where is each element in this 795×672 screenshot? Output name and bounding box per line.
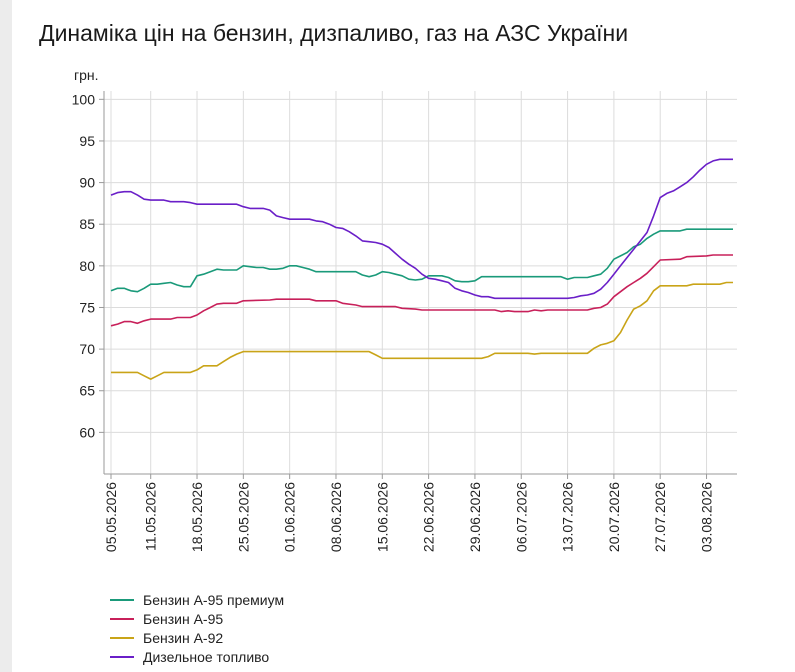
y-tick-label: 70	[79, 341, 95, 357]
x-tick-label: 20.07.2026	[606, 482, 622, 552]
legend-item-2: Бензин А-95	[110, 609, 284, 628]
legend-label: Бензин А-95 премиум	[143, 591, 285, 608]
x-tick-label: 06.07.2026	[513, 482, 529, 552]
plot-area	[104, 91, 737, 474]
legend-label: Дизельное топливо	[143, 648, 270, 665]
legend-swatch	[110, 598, 134, 601]
series-line-4	[110, 158, 733, 300]
legend-item-4: Дизельное топливо	[110, 647, 284, 666]
x-tick-label: 03.08.2026	[699, 482, 715, 552]
chart-title: Динаміка цін на бензин, дизпаливо, газ н…	[39, 20, 629, 46]
x-tick-label: 27.07.2026	[652, 482, 668, 552]
y-tick-label: 90	[79, 175, 95, 191]
legend-label: Бензин А-95	[143, 610, 224, 627]
series-line-2	[110, 254, 733, 327]
y-tick-label: 95	[79, 133, 95, 149]
y-tick-label: 100	[72, 91, 96, 107]
x-tick-label: 05.05.2026	[103, 482, 119, 552]
legend-label: Бензин А-92	[143, 629, 224, 646]
chart-legend: Бензин А-95 премиум Бензин А-95 Бензин А-9…	[110, 590, 284, 666]
y-tick-label: 60	[79, 424, 95, 440]
x-tick-label: 25.05.2026	[235, 482, 251, 552]
y-axis-label: грн.	[74, 67, 99, 83]
legend-item-3: Бензин А-92	[110, 628, 284, 647]
page-edge-bar	[0, 0, 12, 672]
series-line-3	[111, 281, 733, 380]
x-tick-label: 22.06.2026	[421, 482, 437, 552]
legend-swatch	[110, 655, 134, 658]
y-tick-label: 65	[79, 383, 95, 399]
y-tick-label: 75	[79, 299, 95, 315]
x-tick-label: 15.06.2026	[374, 482, 390, 552]
x-tick-label: 11.05.2026	[143, 482, 159, 551]
legend-swatch	[110, 617, 134, 620]
y-tick-label: 80	[79, 258, 95, 274]
series-line-1	[110, 228, 733, 293]
y-tick-label: 85	[79, 216, 95, 232]
x-tick-label: 18.05.2026	[189, 482, 205, 552]
legend-swatch	[110, 636, 134, 639]
x-tick-label: 01.06.2026	[282, 482, 298, 552]
price-line-chart: 60 65 70 75 80 85 90 95 100 05.05.2026 11.05.2026 1…	[72, 67, 737, 552]
x-tick-label: 13.07.2026	[560, 482, 576, 552]
x-tick-label: 29.06.2026	[467, 482, 483, 552]
x-tick-label: 08.06.2026	[328, 482, 344, 552]
legend-item-1: Бензин А-95 премиум	[110, 590, 284, 609]
